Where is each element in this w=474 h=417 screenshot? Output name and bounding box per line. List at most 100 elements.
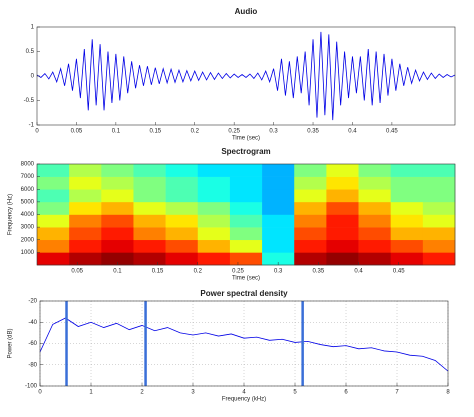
heat-cell — [133, 164, 166, 177]
heat-cell — [262, 239, 295, 253]
heat-cell — [294, 201, 327, 215]
x-tick-label: 0 — [35, 129, 39, 135]
heat-cell — [262, 164, 295, 177]
heat-cell — [133, 176, 166, 190]
x-tick-label: 1 — [89, 390, 93, 396]
heat-cell — [422, 164, 456, 177]
heat-cell — [262, 252, 295, 266]
y-tick-label: 3000 — [21, 225, 35, 231]
heat-cell — [262, 214, 295, 228]
heat-cell — [101, 239, 134, 253]
heat-cell — [358, 227, 391, 241]
heat-cell — [69, 201, 102, 215]
x-tick-label: 0 — [38, 390, 42, 396]
y-tick-label: -100 — [25, 384, 38, 390]
x-tick-label: 0.3 — [274, 269, 283, 275]
plot-area — [37, 27, 455, 125]
heat-cell — [37, 252, 70, 266]
heat-cell — [101, 214, 134, 228]
heat-cell — [197, 176, 231, 190]
heat-cell — [262, 227, 295, 241]
y-tick-label: 7000 — [21, 174, 35, 180]
heat-cell — [229, 252, 263, 266]
heat-cell — [422, 189, 456, 203]
heat-cell — [390, 189, 424, 203]
heat-cell — [422, 239, 456, 253]
y-tick-label: -1 — [29, 123, 35, 129]
heat-cell — [262, 201, 295, 215]
heat-cell — [133, 239, 166, 253]
x-axis-label: Frequency (kHz) — [222, 397, 266, 403]
heat-cell — [37, 227, 70, 241]
y-tick-label: 5000 — [21, 199, 35, 205]
heat-cell — [326, 164, 359, 177]
heat-cell — [358, 252, 391, 266]
heat-cell — [69, 227, 102, 241]
y-tick-label: 1 — [31, 25, 35, 31]
heat-cell — [37, 189, 70, 203]
x-tick-label: 0.35 — [313, 269, 325, 275]
x-tick-label: 4 — [242, 390, 246, 396]
heat-cell — [229, 164, 263, 177]
heat-cell — [229, 201, 263, 215]
heat-cell — [326, 189, 359, 203]
y-tick-label: -80 — [28, 362, 37, 368]
data-line — [39, 317, 449, 372]
heat-cell — [326, 239, 359, 253]
y-tick-label: 4000 — [21, 212, 35, 218]
heat-cell — [197, 164, 231, 177]
heat-cell — [133, 227, 166, 241]
heat-cell — [197, 227, 231, 241]
heat-cell — [37, 239, 70, 253]
heat-cell — [165, 239, 199, 253]
heat-cell — [69, 189, 102, 203]
heat-cell — [101, 164, 134, 177]
heat-cell — [390, 176, 424, 190]
x-tick-label: 0.2 — [194, 269, 203, 275]
x-tick-label: 0.25 — [228, 129, 240, 135]
heat-cell — [294, 227, 327, 241]
y-tick-label: 8000 — [21, 162, 35, 168]
y-tick-label: 0.5 — [26, 49, 35, 55]
heat-cell — [229, 227, 263, 241]
x-tick-label: 0.35 — [307, 129, 319, 135]
heat-cell — [358, 214, 391, 228]
x-tick-label: 2 — [140, 390, 144, 396]
heat-cell — [358, 239, 391, 253]
heat-cell — [165, 189, 199, 203]
heat-cell — [101, 252, 134, 266]
chart-title: Audio — [235, 7, 258, 16]
y-tick-label: -60 — [28, 341, 37, 347]
x-tick-label: 0.05 — [71, 129, 83, 135]
heat-cell — [133, 252, 166, 266]
heat-cell — [390, 201, 424, 215]
x-tick-label: 0.2 — [191, 129, 200, 135]
y-tick-label: -40 — [28, 320, 37, 326]
heat-cell — [197, 239, 231, 253]
heat-cell — [229, 214, 263, 228]
heat-cell — [422, 201, 456, 215]
heat-cell — [294, 214, 327, 228]
x-tick-label: 0.4 — [348, 129, 357, 135]
heat-cell — [390, 227, 424, 241]
heat-cell — [101, 189, 134, 203]
x-tick-label: 0.05 — [71, 269, 83, 275]
heat-cell — [229, 176, 263, 190]
heat-cell — [197, 214, 231, 228]
heat-cell — [294, 239, 327, 253]
heat-cell — [69, 164, 102, 177]
x-tick-label: 0.25 — [232, 269, 244, 275]
heat-cell — [69, 252, 102, 266]
heat-cell — [262, 189, 295, 203]
x-tick-label: 0.45 — [393, 269, 405, 275]
x-tick-label: 0.1 — [113, 269, 122, 275]
heat-cell — [165, 252, 199, 266]
x-tick-label: 0.4 — [354, 269, 363, 275]
heat-cell — [69, 214, 102, 228]
heat-cell — [165, 201, 199, 215]
heat-cell — [294, 189, 327, 203]
heat-cell — [390, 214, 424, 228]
heat-cell — [133, 189, 166, 203]
y-axis-label: Frequency (Hz) — [8, 194, 14, 235]
heat-cell — [326, 214, 359, 228]
